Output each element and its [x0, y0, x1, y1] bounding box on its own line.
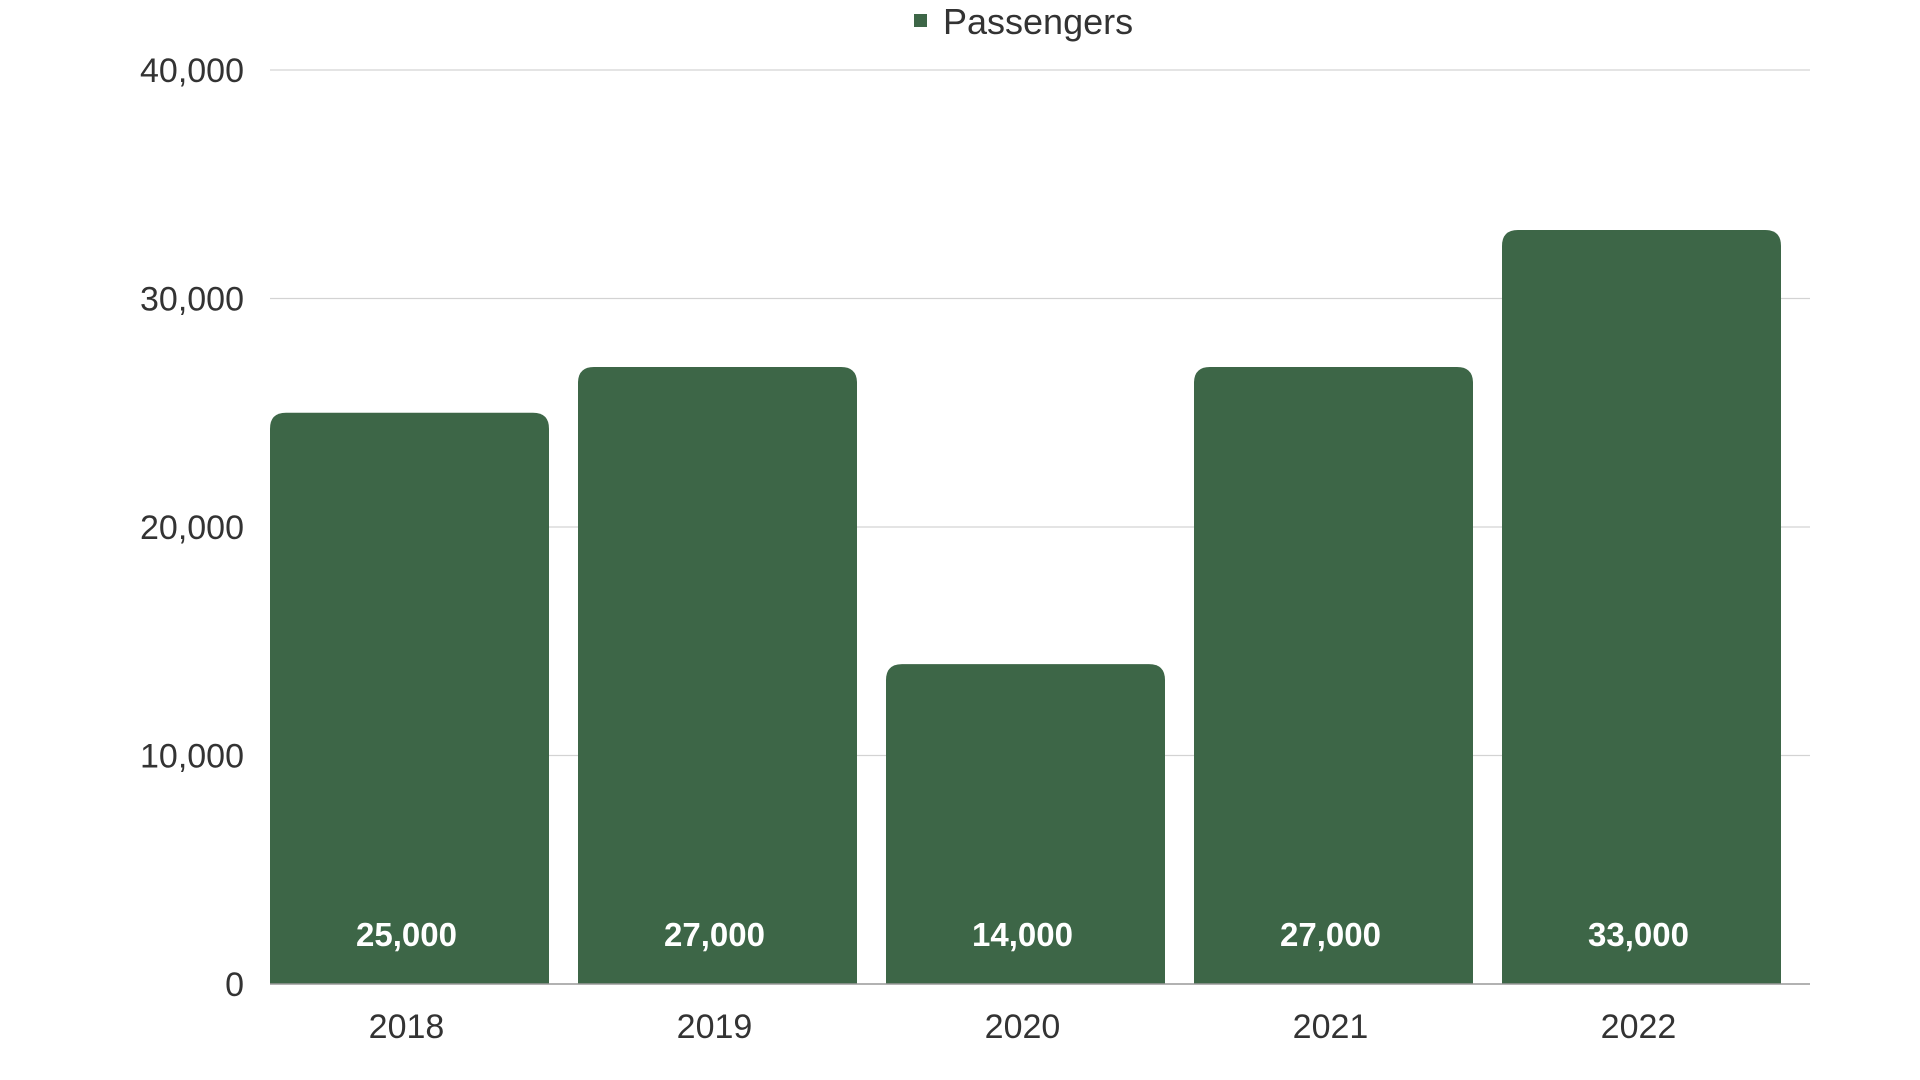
- bar-2020: [886, 664, 1165, 984]
- y-tick-label: 20,000: [140, 509, 244, 547]
- x-axis: 2018 2019 2020 2021 2022: [369, 1008, 1677, 1046]
- y-tick-label: 10,000: [140, 738, 244, 776]
- data-labels: 25,000 27,000 14,000 27,000 33,000: [356, 916, 1689, 953]
- data-label-2020: 14,000: [972, 916, 1073, 953]
- bars: [270, 229, 1781, 984]
- legend-label-passengers: Passengers: [943, 1, 1133, 42]
- y-axis: 0 10,000 20,000 30,000 40,000: [140, 52, 244, 1004]
- data-label-2018: 25,000: [356, 916, 457, 953]
- bar-2022: [1502, 229, 1781, 984]
- y-tick-label: 0: [225, 966, 244, 1004]
- legend-swatch-passengers: [914, 14, 927, 27]
- bar-2018: [270, 412, 549, 984]
- x-tick-label: 2018: [369, 1008, 445, 1046]
- data-label-2021: 27,000: [1280, 916, 1381, 953]
- y-tick-label: 30,000: [140, 281, 244, 319]
- x-tick-label: 2019: [677, 1008, 753, 1046]
- bar-2021: [1194, 367, 1473, 984]
- x-tick-label: 2021: [1293, 1008, 1369, 1046]
- data-label-2022: 33,000: [1588, 916, 1689, 953]
- y-tick-label: 40,000: [140, 52, 244, 90]
- data-label-2019: 27,000: [664, 916, 765, 953]
- x-tick-label: 2022: [1601, 1008, 1677, 1046]
- bar-2019: [578, 367, 857, 984]
- x-tick-label: 2020: [985, 1008, 1061, 1046]
- legend: Passengers: [914, 1, 1133, 42]
